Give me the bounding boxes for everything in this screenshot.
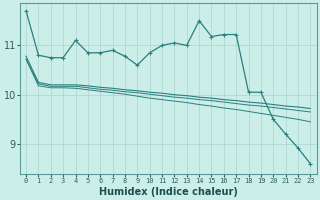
X-axis label: Humidex (Indice chaleur): Humidex (Indice chaleur) xyxy=(99,187,238,197)
